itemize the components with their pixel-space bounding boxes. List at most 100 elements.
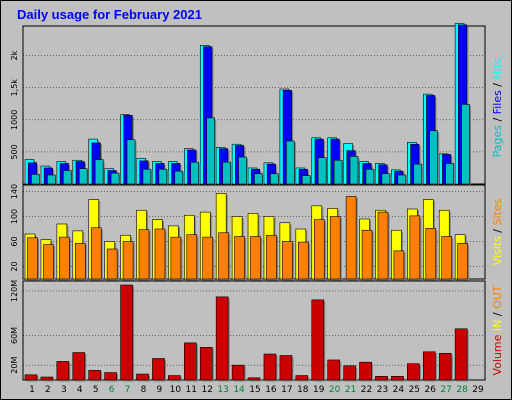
kbytes-kbytes-bar: [343, 365, 356, 381]
hits-files-pages-pages-bar: [349, 156, 359, 185]
kbytes-kbytes-bar: [24, 374, 38, 381]
x-tick-label: 14: [233, 385, 245, 395]
x-tick-label: 11: [186, 385, 197, 395]
kbytes-kbytes-bar-shadow: [249, 379, 262, 382]
kbytes-legend-label: Volume IN / OUT: [491, 285, 504, 375]
hits-files-pages-pages-bar: [429, 130, 438, 185]
visits-sites-sites-bar: [457, 243, 468, 280]
visits-sites-sites-bar: [218, 232, 229, 280]
hits-files-pages-pages-bar: [47, 174, 56, 185]
visits-sites-sites-bar: [313, 219, 325, 280]
visits-sites-sites-bar: [282, 241, 293, 280]
kbytes-kbytes-bar: [438, 352, 452, 381]
visits-sites-sites-bar: [186, 234, 198, 280]
hits-files-pages-pages-bar: [110, 172, 120, 185]
x-axis-labels: 1 2 3 4 5 6 7 8 9 10 11 12 13 14 15 16 17 18 19 20 21 22 23 24 2…: [29, 385, 484, 395]
visits-sites-sites-bar: [106, 248, 118, 280]
hits-files-pages-pages-bar: [397, 174, 407, 185]
hits-files-pages-pages-bar: [365, 168, 375, 185]
visits-sites-legend-label: Visits / Sites: [491, 198, 504, 265]
visits-sites-sites-bar: [409, 215, 421, 280]
visits-sites-sites-bar: [266, 234, 277, 280]
kbytes-kbytes-bar: [168, 375, 181, 381]
visits-sites-sites-bar: [345, 196, 357, 280]
visits-sites-tick-label: 20: [10, 261, 19, 271]
kbytes-kbytes-bar: [407, 363, 420, 381]
kbytes-kbytes-bar: [72, 352, 86, 381]
visits-sites-sites-bar: [361, 229, 373, 280]
hits-files-pages-pages-bar: [445, 163, 454, 185]
visits-sites-tick-label: 140: [10, 184, 19, 199]
visits-sites-sites-bar: [441, 236, 453, 280]
visits-sites-sites-bar: [122, 241, 134, 280]
visits-sites-sites-bar: [74, 243, 86, 280]
x-tick-label: 7: [125, 385, 131, 395]
hits-files-pages-pages-bar: [78, 168, 88, 185]
x-tick-label: 1: [29, 385, 35, 395]
kbytes-kbytes-bar: [40, 376, 54, 381]
x-tick-label: 2: [45, 385, 51, 395]
x-tick-label: 9: [157, 385, 163, 395]
kbytes-kbytes-bar: [263, 353, 277, 381]
hits-files-pages-pages-bar: [238, 156, 247, 185]
kbytes-kbytes-bar: [454, 328, 468, 381]
hits-files-pages-pages-bar: [381, 173, 391, 185]
hits-files-pages-pages-bar: [285, 140, 295, 185]
kbytes-kbytes-bar: [231, 364, 245, 381]
hits-files-pages-pages-bar: [222, 161, 231, 185]
visits-sites-sites-bar: [170, 236, 182, 280]
kbytes-kbytes-bar: [120, 284, 133, 381]
visits-sites-tick-label: 100: [10, 209, 19, 224]
hits-files-pages-pages-bar: [94, 159, 104, 185]
x-tick-label: 5: [93, 385, 99, 395]
visits-sites-sites-bar: [90, 227, 102, 280]
x-tick-label: 8: [141, 385, 147, 395]
x-tick-label: 27: [440, 385, 451, 395]
x-tick-label: 16: [265, 385, 277, 395]
kbytes-kbytes-bar: [88, 370, 102, 381]
hits-files-pages-pages-bar: [333, 159, 343, 185]
visits-sites-sites-bar: [59, 236, 70, 280]
hits-files-pages-panel: 500 1000 1,5k 2k Pages / Files / Hits_: [10, 23, 504, 186]
kbytes-tick-label: 60M: [10, 327, 19, 344]
x-tick-label: 6: [109, 385, 115, 395]
hits-files-pages-pages-bar: [174, 170, 184, 185]
hits-files-pages-pages-bar: [461, 104, 470, 185]
kbytes-kbytes-bar: [184, 342, 197, 381]
x-tick-label: 20: [329, 385, 341, 395]
hits-files-pages-tick-label: 1000: [10, 110, 19, 130]
x-tick-label: 15: [249, 385, 260, 395]
visits-sites-sites-bar: [425, 228, 437, 280]
kbytes-kbytes-bar: [391, 375, 404, 381]
hits-files-pages-tick-label: 1,5k: [10, 79, 19, 97]
x-tick-label: 19: [313, 385, 325, 395]
x-tick-label: 3: [61, 385, 67, 395]
x-tick-label: 12: [201, 385, 212, 395]
kbytes-kbytes-bar: [152, 358, 165, 381]
x-tick-label: 26: [425, 385, 437, 395]
x-tick-label: 10: [170, 385, 182, 395]
visits-sites-sites-bar: [43, 244, 54, 280]
hits-files-pages-pages-bar: [254, 173, 263, 185]
visits-sites-sites-bar: [250, 236, 261, 280]
hits-files-pages-tick-label: 500: [10, 144, 19, 159]
hits-files-pages-legend-label: Pages / Files / Hits_: [491, 52, 504, 157]
visits-sites-panel: 20 60 100 140 Visits / Sites: [10, 184, 504, 281]
x-tick-label: 17: [281, 385, 292, 395]
kbytes-kbytes-bar: [104, 372, 117, 381]
kbytes-kbytes-bar: [199, 347, 213, 381]
hits-files-pages-pages-bar: [62, 170, 72, 185]
x-tick-label: 4: [77, 385, 83, 395]
kbytes-kbytes-bar: [359, 361, 372, 381]
x-tick-label: 28: [456, 385, 468, 395]
visits-sites-sites-bar: [377, 211, 389, 280]
hits-files-pages-tick-label: 2k: [10, 50, 19, 60]
hits-files-pages-pages-bar: [31, 174, 40, 185]
visits-sites-sites-bar: [393, 250, 405, 280]
kbytes-kbytes-bar: [375, 375, 388, 381]
kbytes-kbytes-bar: [56, 361, 70, 381]
visits-sites-sites-bar: [202, 236, 214, 280]
kbytes-kbytes-bar: [422, 351, 436, 381]
kbytes-kbytes-bar: [311, 299, 325, 381]
